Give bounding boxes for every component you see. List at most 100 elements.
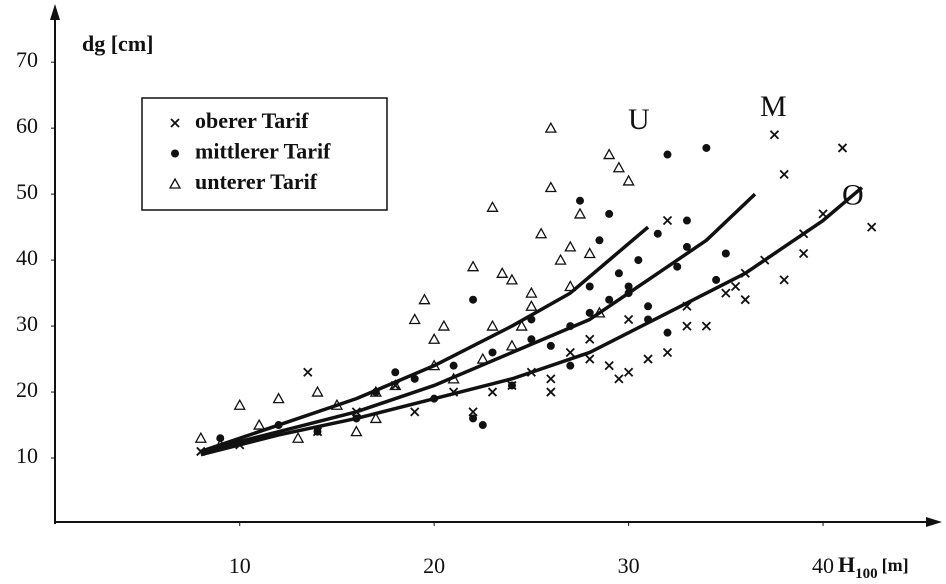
legend-box: [141, 97, 388, 211]
cross-marker: [487, 387, 498, 397]
triangle-marker: [496, 266, 509, 278]
triangle-marker: [369, 412, 382, 424]
legend-marker: [171, 149, 179, 158]
triangle-marker: [564, 240, 577, 252]
cross-marker: [410, 407, 420, 417]
cross-marker: [546, 374, 556, 384]
triangle-marker: [573, 207, 587, 219]
dot-marker: [216, 434, 225, 443]
triangle-marker: [505, 339, 519, 351]
line-label: M: [760, 90, 787, 123]
triangle-marker: [466, 260, 480, 272]
dot-marker: [469, 295, 478, 304]
triangle-marker: [525, 286, 538, 298]
triangle-marker: [486, 319, 499, 331]
dot-marker: [585, 282, 594, 291]
dot-marker: [682, 242, 691, 251]
triangle-marker: [544, 121, 557, 133]
triangle-marker: [505, 273, 519, 285]
dot-marker: [624, 282, 633, 291]
cross-marker: [662, 215, 673, 226]
triangle-marker: [233, 398, 246, 410]
triangle-marker: [272, 392, 285, 404]
cross-marker: [468, 407, 478, 417]
cross-marker: [779, 275, 789, 285]
cross-marker: [837, 143, 848, 153]
triangle-marker: [428, 332, 441, 344]
y-tick-label: 40: [16, 245, 38, 270]
x-tick-label: 10: [229, 553, 251, 578]
triangle-marker: [408, 313, 421, 325]
dot-marker: [614, 269, 623, 278]
cross-marker: [565, 347, 575, 358]
dot-marker: [663, 328, 672, 337]
triangle-marker: [486, 200, 499, 212]
cross-marker: [740, 295, 750, 305]
x-axis-label-unit: [m]: [882, 555, 909, 575]
line-label: O: [842, 178, 864, 211]
legend-marker: [170, 118, 180, 128]
triangle-marker: [612, 161, 625, 173]
dot-marker: [566, 361, 575, 370]
triangle-marker: [350, 425, 363, 437]
cross-marker: [721, 288, 731, 298]
cross-marker: [701, 321, 712, 331]
triangle-marker: [437, 319, 450, 331]
x-tick-label: 30: [618, 553, 640, 578]
triangle-marker: [544, 181, 557, 193]
cross-marker: [662, 347, 673, 358]
cross-marker: [643, 354, 653, 364]
trend-line: [200, 192, 757, 454]
triangle-marker: [253, 418, 266, 430]
dot-marker: [507, 381, 516, 390]
dot-marker: [410, 374, 419, 383]
dot-marker: [605, 209, 614, 218]
dot-marker: [634, 256, 643, 265]
x-tick-label: 40: [812, 553, 834, 578]
cross-marker: [682, 321, 692, 331]
dot-marker: [712, 275, 721, 284]
dot-marker: [721, 249, 730, 258]
x-axis-label: H100 [m]: [838, 552, 909, 582]
legend-marker: [168, 177, 182, 189]
cross-marker: [769, 130, 780, 140]
triangle-marker: [554, 253, 567, 265]
dot-marker: [391, 368, 400, 377]
cross-marker: [585, 354, 595, 364]
dot-marker: [673, 262, 682, 271]
dot-marker: [682, 216, 691, 225]
y-tick-label: 60: [16, 113, 38, 138]
cross-marker: [585, 334, 595, 344]
dot-marker: [449, 361, 458, 370]
cross-marker: [604, 361, 614, 371]
triangle-marker: [622, 174, 635, 186]
triangle-marker: [583, 247, 596, 259]
triangle-marker: [311, 385, 324, 397]
cross-marker: [779, 169, 789, 179]
y-tick-label: 30: [16, 311, 38, 336]
x-axis-label-main: H: [838, 552, 855, 577]
y-tick-label: 50: [16, 179, 38, 204]
dot-marker: [527, 335, 536, 344]
dot-marker: [663, 150, 672, 159]
trend-line: [200, 225, 650, 454]
trend-line: [200, 186, 864, 457]
dot-marker: [702, 143, 711, 152]
triangle-marker: [515, 319, 528, 331]
y-tick-label: 20: [16, 377, 38, 402]
cross-marker: [623, 314, 634, 325]
y-tick-label: 10: [16, 443, 38, 468]
dot-marker: [576, 196, 584, 205]
dot-marker: [605, 295, 614, 304]
dot-marker: [653, 229, 662, 238]
line-label: U: [628, 103, 650, 136]
legend-label: mittlerer Tarif: [195, 139, 331, 164]
x-axis-label-sub: 100: [855, 566, 878, 582]
dot-marker: [469, 414, 478, 423]
cross-marker: [867, 222, 877, 232]
legend-label: oberer Tarif: [195, 108, 309, 133]
triangle-marker: [194, 431, 207, 443]
triangle-marker: [525, 299, 538, 311]
cross-marker: [303, 367, 313, 377]
